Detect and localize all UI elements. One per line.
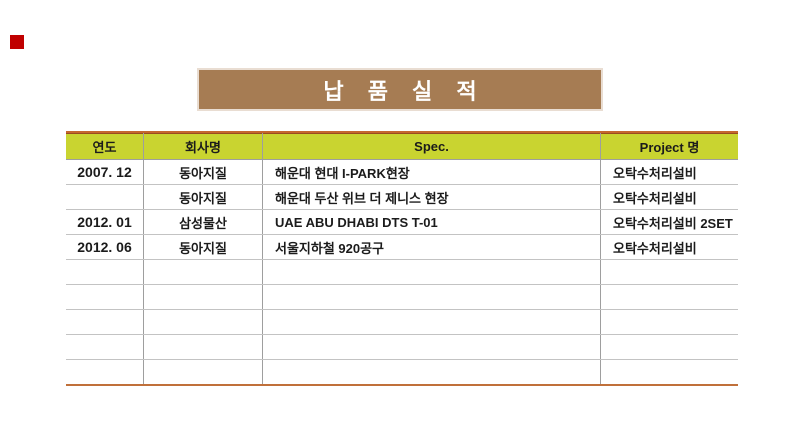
table-row: 2012. 06 동아지질 서울지하철 920공구 오탁수처리설비 xyxy=(66,235,738,260)
cell-spec: 해운대 두산 위브 더 제니스 현장 xyxy=(262,185,600,209)
cell-spec: 서울지하철 920공구 xyxy=(262,235,600,259)
cell-project xyxy=(600,285,738,309)
cell-company: 동아지질 xyxy=(143,235,262,259)
table-row-empty xyxy=(66,360,738,384)
delivery-records-table: 연도 회사명 Spec. Project 명 2007. 12 동아지질 해운대… xyxy=(66,131,738,386)
cell-project xyxy=(600,360,738,384)
cell-project: 오탁수처리설비 xyxy=(600,235,738,259)
cell-project xyxy=(600,310,738,334)
cell-project xyxy=(600,335,738,359)
table-row: 2012. 01 삼성물산 UAE ABU DHABI DTS T-01 오탁수… xyxy=(66,210,738,235)
cell-project: 오탁수처리설비 2SET xyxy=(600,210,738,234)
column-header-year: 연도 xyxy=(92,139,117,155)
table-row: 동아지질 해운대 두산 위브 더 제니스 현장 오탁수처리설비 xyxy=(66,185,738,210)
cell-year xyxy=(66,185,143,209)
cell-year: 2007. 12 xyxy=(77,164,132,180)
cell-company xyxy=(143,360,262,384)
cell-spec: UAE ABU DHABI DTS T-01 xyxy=(262,210,600,234)
table-row-empty xyxy=(66,285,738,310)
cell-spec xyxy=(262,360,600,384)
table-row-empty xyxy=(66,310,738,335)
cell-spec xyxy=(262,310,600,334)
column-header-company: 회사명 xyxy=(143,133,262,159)
cell-company: 삼성물산 xyxy=(143,210,262,234)
cell-year xyxy=(66,260,143,284)
cell-year xyxy=(66,310,143,334)
cell-company xyxy=(143,285,262,309)
column-header-project: Project 명 xyxy=(600,133,738,159)
cell-project: 오탁수처리설비 xyxy=(600,185,738,209)
cell-year xyxy=(66,285,143,309)
cell-project xyxy=(600,260,738,284)
cell-spec xyxy=(262,260,600,284)
cell-year: 2012. 01 xyxy=(77,214,132,230)
table-header-row: 연도 회사명 Spec. Project 명 xyxy=(66,131,738,160)
cell-spec xyxy=(262,285,600,309)
cell-spec: 해운대 현대 I-PARK현장 xyxy=(262,160,600,184)
cell-year xyxy=(66,360,143,384)
cell-spec xyxy=(262,335,600,359)
page-title: 납 품 실 적 xyxy=(323,78,486,104)
cell-company: 동아지질 xyxy=(143,160,262,184)
table-row-empty xyxy=(66,335,738,360)
red-square-marker xyxy=(10,35,24,49)
column-header-spec: Spec. xyxy=(262,133,600,159)
cell-year xyxy=(66,335,143,359)
cell-company xyxy=(143,335,262,359)
cell-year: 2012. 06 xyxy=(77,239,132,255)
cell-company: 동아지질 xyxy=(143,185,262,209)
cell-project: 오탁수처리설비 xyxy=(600,160,738,184)
title-banner: 납 품 실 적 xyxy=(197,68,603,111)
cell-company xyxy=(143,260,262,284)
table-row: 2007. 12 동아지질 해운대 현대 I-PARK현장 오탁수처리설비 xyxy=(66,160,738,185)
table-row-empty xyxy=(66,260,738,285)
cell-company xyxy=(143,310,262,334)
